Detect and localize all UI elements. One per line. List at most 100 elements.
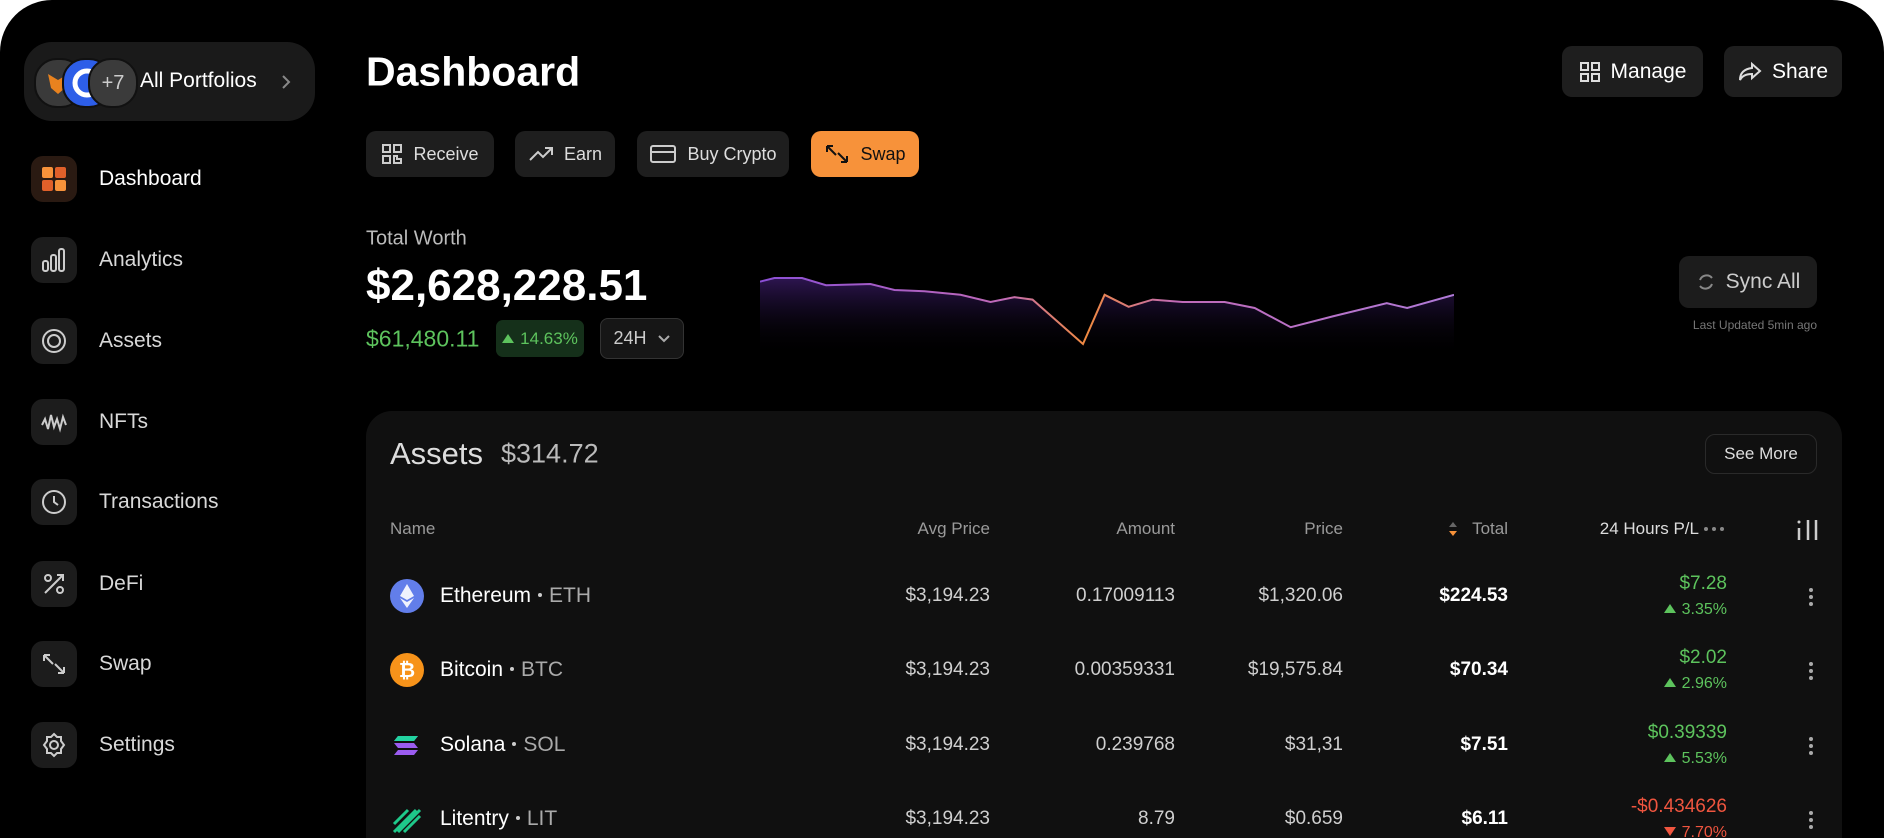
total-worth-label: Total Worth — [366, 227, 467, 250]
swap-button[interactable]: Swap — [811, 131, 919, 177]
portfolio-switcher[interactable]: +7 All Portfolios — [24, 42, 315, 121]
earn-button[interactable]: Earn — [515, 131, 615, 177]
nav-label[interactable]: Dashboard — [99, 167, 202, 190]
sort-icon — [1449, 522, 1457, 536]
share-button[interactable]: Share — [1724, 46, 1842, 97]
nav-label[interactable]: Analytics — [99, 248, 184, 271]
separator — [515, 816, 520, 820]
page-title: Dashboard — [366, 48, 581, 95]
asset-name: Solana — [440, 733, 506, 756]
up-arrow — [1663, 753, 1676, 762]
cell: $70.34 — [1449, 659, 1508, 680]
more-dots[interactable] — [1703, 526, 1725, 532]
portfolio-label: All Portfolios — [140, 69, 257, 92]
coin-icon — [390, 579, 424, 613]
row-menu[interactable] — [1809, 808, 1813, 832]
cell: $0.659 — [1284, 808, 1343, 829]
pl-percent-text: 5.53% — [1681, 750, 1727, 767]
asset-name: Ethereum — [440, 584, 532, 607]
coin-icon: ₿ — [390, 653, 424, 687]
period-select[interactable]: 24H — [600, 318, 684, 359]
cell: $3,194.23 — [905, 734, 990, 755]
sync-button[interactable]: Sync All — [1679, 256, 1817, 308]
row-menu[interactable] — [1809, 585, 1813, 609]
asset-name: Litentry — [440, 807, 509, 830]
cell: $6.11 — [1461, 808, 1509, 829]
nav-label[interactable]: Transactions — [99, 490, 219, 513]
button-label: Earn — [563, 143, 603, 164]
receive-button[interactable]: Receive — [366, 131, 494, 177]
svg-text:₿: ₿ — [399, 658, 415, 682]
asset-symbol: BTC — [521, 658, 564, 681]
nav-label[interactable]: Assets — [99, 329, 163, 352]
cell: $1,320.06 — [1258, 585, 1343, 606]
nav-icon[interactable] — [31, 561, 77, 607]
nav-label[interactable]: Swap — [99, 652, 152, 675]
asset-name-cell: Ethereum ETH — [440, 584, 591, 608]
pl-percent-text: 2.96% — [1681, 675, 1727, 692]
button-label: Receive — [413, 143, 479, 164]
pl-percent: 7.70% — [1663, 824, 1727, 838]
button-label: Share — [1771, 59, 1829, 83]
asset-symbol: ETH — [549, 584, 592, 607]
assets-total: $314.72 — [501, 438, 599, 469]
nav-icon[interactable] — [31, 399, 77, 445]
coin-icon — [390, 802, 424, 836]
cell: $3,194.23 — [905, 808, 990, 829]
nav-icon[interactable] — [31, 479, 77, 525]
avatar-count: +7 — [88, 58, 138, 108]
pl-value: $7.28 — [1679, 573, 1727, 594]
button-label: Swap — [860, 143, 906, 164]
change-percent: 14.63% — [520, 328, 578, 348]
asset-symbol: SOL — [523, 733, 566, 756]
assets-title: Assets — [390, 436, 484, 471]
cell: $224.53 — [1439, 585, 1508, 606]
row-menu[interactable] — [1809, 659, 1813, 683]
up-arrow — [1663, 678, 1676, 687]
total-worth-value: $2,628,228.51 — [366, 261, 648, 310]
sparkline — [760, 266, 1454, 356]
column-header: Price — [1304, 519, 1343, 538]
nav-icon[interactable] — [31, 722, 77, 768]
asset-symbol: LIT — [526, 807, 558, 830]
button-label: Manage — [1610, 59, 1687, 83]
pl-percent-text: 7.70% — [1681, 824, 1727, 838]
button-label: Sync All — [1725, 270, 1801, 293]
column-header: Amount — [1116, 519, 1175, 538]
nav-label[interactable]: DeFi — [99, 572, 144, 595]
nav-label[interactable]: Settings — [99, 733, 175, 756]
row-menu[interactable] — [1809, 734, 1813, 758]
buy-crypto-button[interactable]: Buy Crypto — [637, 131, 789, 177]
nav-icon[interactable] — [31, 156, 77, 202]
pl-percent: 2.96% — [1663, 675, 1727, 693]
pl-percent: 3.35% — [1663, 601, 1727, 619]
cell: 0.239768 — [1095, 734, 1175, 755]
pl-percent: 5.53% — [1663, 750, 1727, 768]
cell: $3,194.23 — [905, 659, 990, 680]
nav-icon[interactable] — [31, 641, 77, 687]
nav-icon[interactable] — [31, 237, 77, 283]
cell: 8.79 — [1138, 808, 1175, 829]
nav-label[interactable]: NFTs — [99, 410, 148, 433]
see-more-button[interactable]: See More — [1705, 434, 1817, 474]
last-updated: Last Updated 5min ago — [1692, 318, 1817, 332]
column-header: Avg Price — [917, 519, 990, 538]
cell: $31,31 — [1284, 734, 1343, 755]
cell: 0.00359331 — [1074, 659, 1175, 680]
cell: $19,575.84 — [1247, 659, 1343, 680]
cell: 0.17009113 — [1076, 585, 1175, 606]
pl-value: $2.02 — [1679, 647, 1727, 668]
nav-icon[interactable] — [31, 318, 77, 364]
pl-percent-text: 3.35% — [1681, 601, 1727, 618]
up-arrow — [502, 334, 515, 343]
separator — [512, 742, 517, 746]
button-label: Buy Crypto — [687, 143, 777, 164]
asset-name-cell: Litentry LIT — [440, 807, 557, 831]
manage-button[interactable]: Manage — [1562, 46, 1703, 97]
asset-name: Bitcoin — [440, 658, 504, 681]
asset-name-cell: Solana SOL — [440, 733, 565, 757]
chevron — [282, 75, 291, 89]
assets-panel — [366, 411, 1842, 838]
columns-icon[interactable] — [1796, 518, 1820, 542]
pl-value: -$0.434626 — [1630, 796, 1727, 817]
